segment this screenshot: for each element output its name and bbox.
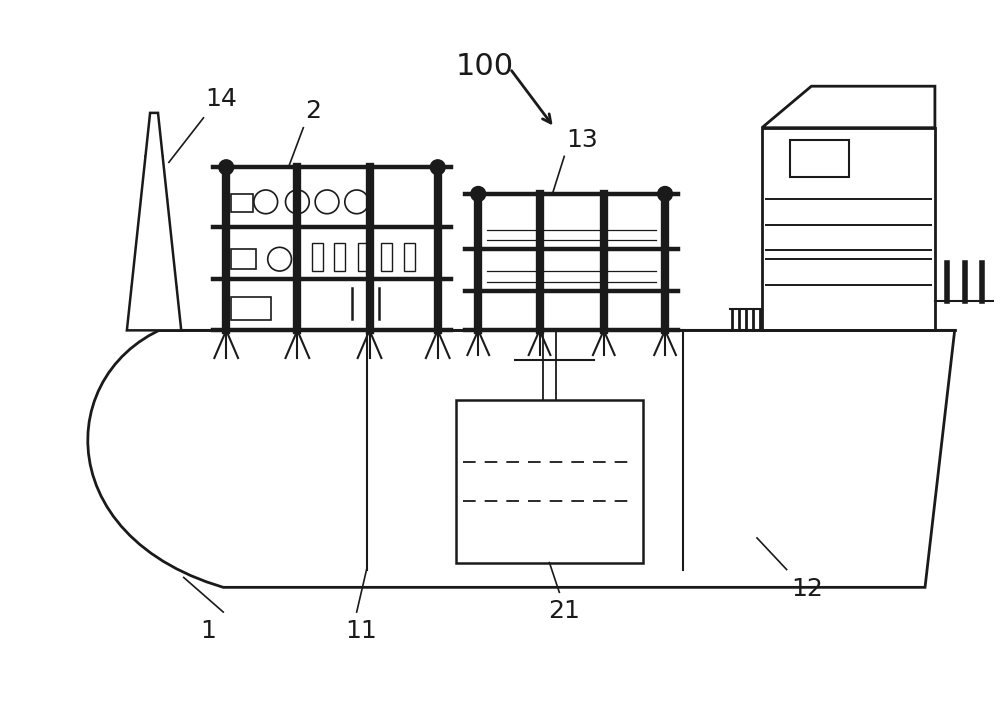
Bar (762, 127, 935, 330)
Bar (790, 140, 849, 177)
Text: 14: 14 (205, 87, 237, 111)
Text: 2: 2 (305, 99, 321, 123)
Text: 12: 12 (792, 577, 823, 601)
Circle shape (658, 186, 672, 202)
Bar (334, 243, 345, 271)
Bar (231, 249, 256, 269)
Polygon shape (762, 86, 935, 127)
Text: 100: 100 (456, 52, 514, 81)
Text: 1: 1 (200, 619, 216, 643)
Bar (404, 243, 415, 271)
Bar (381, 243, 392, 271)
Polygon shape (127, 113, 181, 330)
Polygon shape (88, 330, 955, 588)
Circle shape (471, 186, 486, 202)
Bar (456, 400, 643, 562)
Bar (312, 243, 323, 271)
Bar (231, 297, 271, 320)
Circle shape (430, 160, 445, 175)
Bar (231, 194, 253, 212)
Text: 11: 11 (346, 619, 377, 643)
Text: 21: 21 (548, 599, 580, 624)
Circle shape (219, 160, 234, 175)
Bar (358, 243, 369, 271)
Text: 13: 13 (566, 128, 598, 153)
